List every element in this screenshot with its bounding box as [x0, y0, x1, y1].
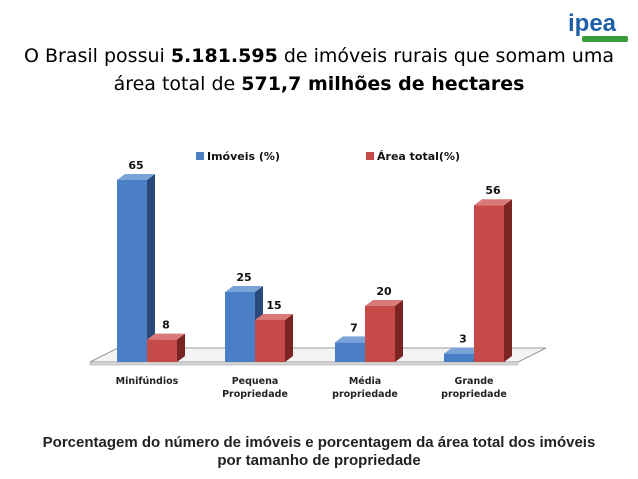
data-label: 15	[266, 299, 281, 312]
title-line1-bold: 5.181.595	[170, 45, 278, 67]
logo-text: ipea	[568, 10, 617, 37]
page-title: O Brasil possui 5.181.595 de imóveis rur…	[0, 42, 638, 98]
bar-top	[225, 286, 263, 292]
data-label: 25	[236, 271, 251, 284]
bar-top	[255, 314, 293, 320]
bar-chart: 65 25 7 3 8 15 20 56 Minifúndios Pequena Proprieda…	[89, 150, 547, 400]
title-line1-post: de imóveis rurais que somam uma	[277, 45, 614, 67]
data-label: 56	[485, 184, 501, 197]
bar-top	[335, 336, 373, 343]
bar	[335, 342, 365, 362]
category-label: Pequena	[232, 376, 279, 387]
bar	[444, 353, 474, 362]
bar-side	[504, 199, 512, 362]
bar-top	[117, 174, 155, 180]
data-label: 7	[350, 321, 358, 334]
bar-side	[395, 300, 403, 362]
ipea-logo: ipea	[568, 6, 630, 46]
title-line2-bold: 571,7 milhões de hectares	[241, 73, 525, 95]
title-line-1: O Brasil possui 5.181.595 de imóveis rur…	[0, 42, 638, 70]
legend-swatch	[196, 152, 204, 160]
category-label: Propriedade	[222, 389, 288, 400]
bar-top	[444, 347, 482, 354]
bar	[255, 320, 285, 362]
category-label: Minifúndios	[116, 376, 179, 387]
caption-line-1: Porcentagem do número de imóveis e porce…	[42, 434, 596, 451]
category-label: Média	[349, 376, 381, 387]
bar	[474, 205, 504, 362]
legend-label: Área total(%)	[377, 150, 460, 163]
bar-top	[147, 333, 185, 340]
caption-line-2: por tamanho de propriedade	[217, 452, 421, 469]
category-label: Grande	[455, 376, 494, 387]
bar-side	[147, 174, 155, 362]
data-label: 3	[459, 333, 467, 346]
data-label: 65	[128, 159, 143, 172]
bar	[117, 180, 147, 362]
legend-swatch	[366, 152, 374, 160]
title-line2-pre: área total de	[113, 73, 242, 95]
bar	[225, 292, 255, 362]
chart-floor-edge	[89, 361, 519, 366]
bar-side	[177, 333, 185, 362]
data-label: 8	[162, 319, 170, 332]
bar	[147, 339, 177, 362]
legend-label: Imóveis (%)	[207, 150, 280, 163]
bar-side	[285, 314, 293, 362]
category-label: propriedade	[441, 389, 507, 400]
title-line1-pre: O Brasil possui	[24, 45, 171, 67]
bar-top	[365, 300, 403, 306]
logo-swoosh	[582, 36, 628, 42]
bar-top	[474, 199, 512, 206]
category-label: propriedade	[332, 389, 398, 400]
title-line-2: área total de 571,7 milhões de hectares	[0, 70, 638, 98]
chart-caption: Porcentagem do número de imóveis e porce…	[20, 434, 618, 470]
bar	[365, 306, 395, 362]
data-label: 20	[376, 285, 392, 298]
